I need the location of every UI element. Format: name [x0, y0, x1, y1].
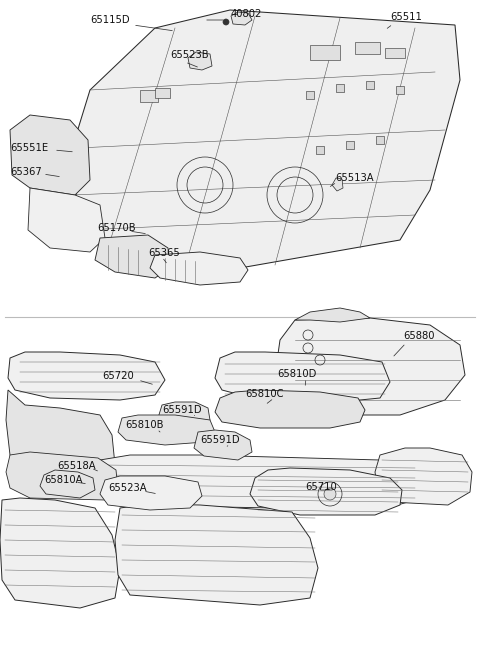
Bar [355, 42, 380, 54]
Bar [376, 136, 384, 144]
Polygon shape [115, 504, 318, 605]
Polygon shape [188, 52, 212, 70]
Text: 65810A: 65810A [44, 475, 83, 485]
Bar [336, 84, 344, 92]
Text: 65810B: 65810B [125, 420, 164, 430]
Polygon shape [150, 252, 248, 285]
Text: 65115D: 65115D [90, 15, 130, 25]
Bar [385, 48, 405, 58]
Polygon shape [332, 178, 343, 191]
Polygon shape [158, 402, 210, 428]
Polygon shape [95, 235, 170, 278]
Polygon shape [194, 430, 252, 460]
Bar [140, 90, 158, 102]
Circle shape [223, 19, 229, 25]
Polygon shape [231, 12, 252, 25]
Bar [306, 91, 314, 99]
Polygon shape [215, 352, 390, 402]
Polygon shape [275, 318, 465, 415]
Bar [310, 45, 340, 60]
Text: 65720: 65720 [102, 371, 134, 381]
Text: 40802: 40802 [231, 9, 263, 19]
Polygon shape [10, 115, 90, 195]
Text: 65591D: 65591D [162, 405, 202, 415]
Text: 65551E: 65551E [10, 143, 48, 153]
Text: 65367: 65367 [10, 167, 42, 177]
Bar [316, 146, 324, 154]
Polygon shape [70, 10, 460, 275]
Polygon shape [295, 308, 370, 322]
Bar [396, 86, 404, 94]
Polygon shape [0, 498, 120, 608]
Bar [346, 141, 354, 149]
Polygon shape [40, 470, 95, 498]
Polygon shape [375, 448, 472, 505]
Text: 65810D: 65810D [277, 369, 316, 379]
Text: 65518A: 65518A [57, 461, 96, 471]
Polygon shape [250, 468, 402, 515]
Text: 65523A: 65523A [108, 483, 146, 493]
Polygon shape [6, 390, 115, 478]
Text: 65511: 65511 [390, 12, 422, 22]
Polygon shape [215, 390, 365, 428]
Polygon shape [28, 188, 105, 252]
Text: 65810C: 65810C [245, 389, 284, 399]
Polygon shape [8, 352, 165, 400]
Text: 65710: 65710 [305, 482, 337, 492]
Text: 65513A: 65513A [335, 173, 373, 183]
Text: 65591D: 65591D [200, 435, 240, 445]
Text: 65523B: 65523B [170, 50, 209, 60]
Text: 65365: 65365 [148, 248, 180, 258]
Circle shape [324, 488, 336, 500]
Polygon shape [6, 452, 118, 500]
Polygon shape [118, 415, 215, 445]
Text: 65170B: 65170B [97, 223, 136, 233]
Bar [366, 81, 374, 89]
Text: 65880: 65880 [403, 331, 434, 341]
Bar [155, 88, 170, 98]
Polygon shape [95, 455, 420, 510]
Polygon shape [100, 476, 202, 510]
